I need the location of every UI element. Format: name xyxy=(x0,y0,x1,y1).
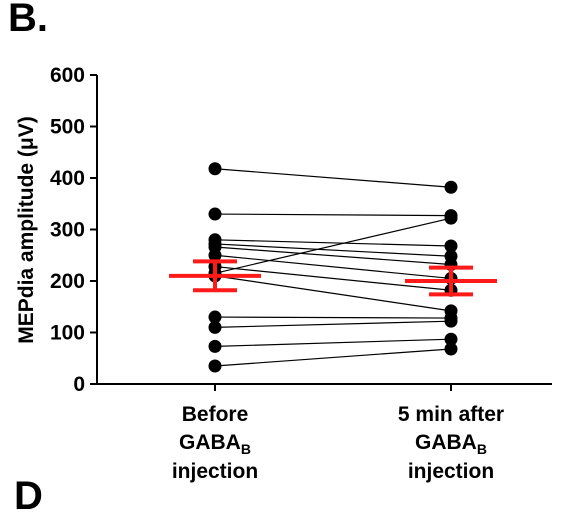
pair-lines xyxy=(214,168,452,367)
x-category-line2-subscript: B xyxy=(477,441,487,457)
y-tick-label: 0 xyxy=(73,373,85,396)
pair-line xyxy=(214,246,452,266)
x-category-line3: injection xyxy=(408,460,494,483)
pair-line xyxy=(214,265,452,291)
data-point-before xyxy=(208,207,222,221)
y-tick-label: 400 xyxy=(50,167,85,190)
pair-line xyxy=(214,254,452,280)
next-panel-label: D xyxy=(14,474,43,518)
data-point-before xyxy=(208,310,222,324)
pair-line xyxy=(214,243,452,257)
data-point-after xyxy=(444,342,458,356)
x-category-line2: GABAB xyxy=(179,431,251,457)
pair-line xyxy=(214,213,452,217)
pair-line xyxy=(214,348,452,367)
y-tick-label: 500 xyxy=(50,116,85,139)
x-category-line3: injection xyxy=(172,460,258,483)
pair-line xyxy=(214,275,452,312)
pair-line xyxy=(214,168,452,188)
x-category-line1: Before xyxy=(182,403,249,426)
y-tick-label: 300 xyxy=(50,219,85,242)
data-point-before xyxy=(208,359,222,373)
data-point-before xyxy=(208,339,222,353)
data-point-after xyxy=(444,239,458,253)
y-tick-label: 600 xyxy=(50,64,85,87)
y-tick-label: 100 xyxy=(50,322,85,345)
data-point-after xyxy=(444,180,458,194)
x-category-line2-main: GABA xyxy=(179,431,241,454)
data-point-after xyxy=(444,332,458,346)
pair-line xyxy=(214,239,452,247)
pair-line xyxy=(214,217,452,274)
x-category-line2: GABAB xyxy=(415,431,487,457)
pair-line xyxy=(214,320,452,328)
summary-markers xyxy=(169,259,497,297)
data-point-before xyxy=(208,248,222,262)
data-point-after xyxy=(444,314,458,328)
x-category-line2-subscript: B xyxy=(241,441,251,457)
data-point-before xyxy=(208,162,222,176)
y-tick-label: 200 xyxy=(50,270,85,293)
axes: 0 100 200 300 400 500 600 xyxy=(50,64,552,396)
data-point-before xyxy=(208,320,222,334)
pair-line xyxy=(214,338,452,348)
axis-labels: MEPdia amplitude (μV)BeforeGABABinjectio… xyxy=(15,116,504,483)
data-point-after xyxy=(444,211,458,225)
paired-scatter-chart: 0 100 200 300 400 500 600 MEPdia amplitude (μV… xyxy=(15,64,552,483)
y-axis-label: MEPdia amplitude (μV) xyxy=(15,116,38,344)
panel-label: B. xyxy=(8,0,48,40)
x-category-line2-main: GABA xyxy=(415,431,477,454)
pair-line xyxy=(214,316,452,319)
x-category-line1: 5 min after xyxy=(398,403,504,426)
